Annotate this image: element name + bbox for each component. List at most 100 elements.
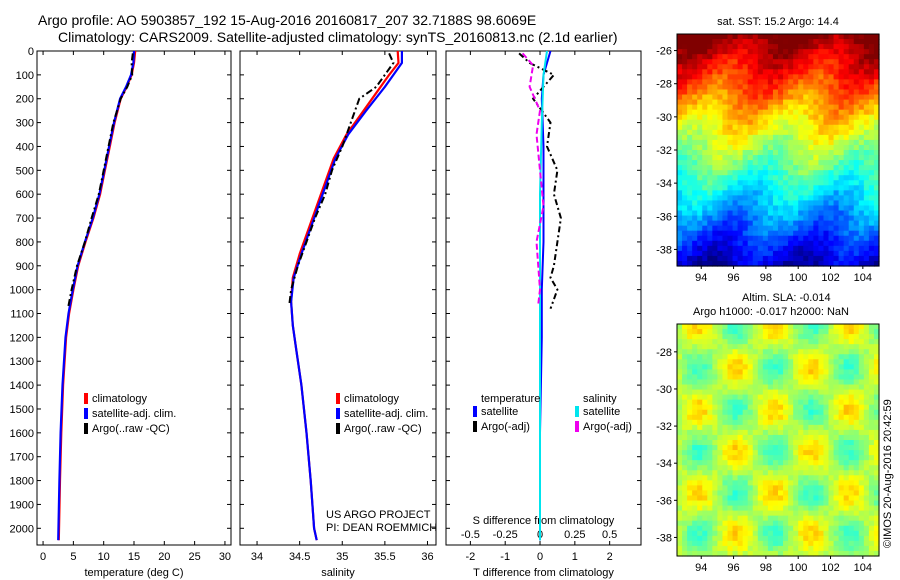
heatmap-cell	[732, 515, 739, 522]
heatmap-cell	[818, 535, 825, 542]
heatmap-cell	[813, 69, 819, 75]
heatmap-cell	[823, 175, 830, 181]
heatmap-cell	[772, 250, 779, 257]
heatmap-cell	[717, 119, 724, 126]
heatmap-cell	[788, 490, 794, 497]
heatmap-cell	[752, 324, 759, 330]
heatmap-cell	[722, 465, 729, 471]
heatmap-cell	[697, 220, 703, 227]
heatmap-cell	[737, 364, 744, 370]
heatmap-cell	[843, 450, 850, 456]
heatmap-cell	[813, 144, 819, 151]
heatmap-cell	[808, 44, 814, 50]
heatmap-cell	[687, 99, 693, 106]
heatmap-cell	[793, 119, 799, 126]
heatmap-cell	[772, 490, 779, 497]
heatmap-cell	[722, 230, 729, 237]
heatmap-cell	[848, 419, 855, 426]
heatmap-cell	[737, 470, 744, 476]
heatmap-cell	[687, 240, 693, 247]
heatmap-cell	[687, 455, 693, 461]
heatmap-cell	[783, 520, 789, 527]
heatmap-cell	[813, 49, 819, 55]
heatmap-cell	[778, 220, 784, 227]
heatmap-cell	[798, 230, 804, 237]
legend-swatch	[575, 421, 579, 432]
heatmap-cell	[803, 324, 809, 330]
heatmap-cell	[813, 180, 819, 186]
heatmap-cell	[697, 185, 703, 191]
heatmap-cell	[687, 84, 693, 91]
heatmap-cell	[717, 49, 724, 55]
heatmap-cell	[717, 440, 724, 446]
heatmap-cell	[828, 195, 835, 202]
heatmap-cell	[803, 84, 809, 91]
heatmap-cell	[778, 155, 784, 161]
heatmap-cell	[702, 379, 708, 386]
heatmap-cell	[702, 419, 708, 426]
heatmap-cell	[833, 160, 840, 166]
heatmap-cell	[687, 129, 693, 136]
heatmap-cell	[727, 354, 734, 360]
heatmap-cell	[747, 510, 754, 517]
heatmap-cell	[717, 545, 724, 552]
heatmap-cell	[757, 34, 764, 40]
heatmap-cell	[873, 475, 880, 481]
heatmap-cell	[823, 124, 830, 131]
heatmap-cell	[687, 495, 693, 502]
heatmap-cell	[848, 339, 855, 345]
heatmap-cell	[828, 99, 835, 106]
heatmap-cell	[828, 550, 835, 557]
heatmap-cell	[808, 485, 814, 492]
heatmap-cell	[848, 414, 855, 421]
heatmap-cell	[762, 404, 769, 411]
heatmap-cell	[742, 520, 749, 527]
heatmap-cell	[762, 210, 769, 217]
heatmap-cell	[808, 434, 814, 441]
heatmap-cell	[793, 240, 799, 247]
heatmap-cell	[808, 399, 814, 406]
heatmap-cell	[873, 165, 880, 171]
heatmap-cell	[702, 150, 708, 156]
heatmap-cell	[707, 510, 713, 517]
heatmap-cell	[843, 324, 850, 330]
heatmap-cell	[808, 429, 814, 436]
heatmap-cell	[853, 545, 860, 552]
heatmap-cell	[868, 69, 875, 75]
heatmap-cell	[823, 324, 830, 330]
heatmap-cell	[813, 369, 819, 376]
heatmap-cell	[717, 455, 724, 461]
heatmap-cell	[828, 349, 835, 355]
heatmap-cell	[757, 545, 764, 552]
heatmap-cell	[843, 84, 850, 91]
heatmap-cell	[783, 500, 789, 507]
heatmap-cell	[732, 389, 739, 396]
heatmap-cell	[747, 260, 754, 267]
heatmap-cell	[692, 160, 698, 166]
heatmap-cell	[793, 69, 799, 75]
heatmap-cell	[783, 424, 789, 431]
heatmap-cell	[717, 495, 724, 502]
heatmap-cell	[717, 195, 724, 202]
heatmap-cell	[687, 119, 693, 126]
heatmap-cell	[722, 54, 729, 60]
heatmap-cell	[682, 215, 688, 222]
heatmap-cell	[868, 170, 875, 176]
heatmap-cell	[813, 525, 819, 532]
heatmap-cell	[868, 485, 875, 492]
heatmap-cell	[687, 369, 693, 376]
heatmap-cell	[828, 495, 835, 502]
heatmap-cell	[803, 195, 809, 202]
heatmap-cell	[772, 245, 779, 252]
heatmap-cell	[793, 384, 799, 391]
heatmap-cell	[783, 195, 789, 202]
heatmap-cell	[747, 114, 754, 121]
heatmap-cell	[833, 495, 840, 502]
heatmap-cell	[727, 250, 734, 257]
heatmap-cell	[767, 180, 774, 186]
heatmap-cell	[833, 235, 840, 242]
heatmap-cell	[727, 205, 734, 212]
heatmap-cell	[697, 170, 703, 176]
heatmap-cell	[778, 79, 784, 86]
heatmap-cell	[803, 255, 809, 262]
